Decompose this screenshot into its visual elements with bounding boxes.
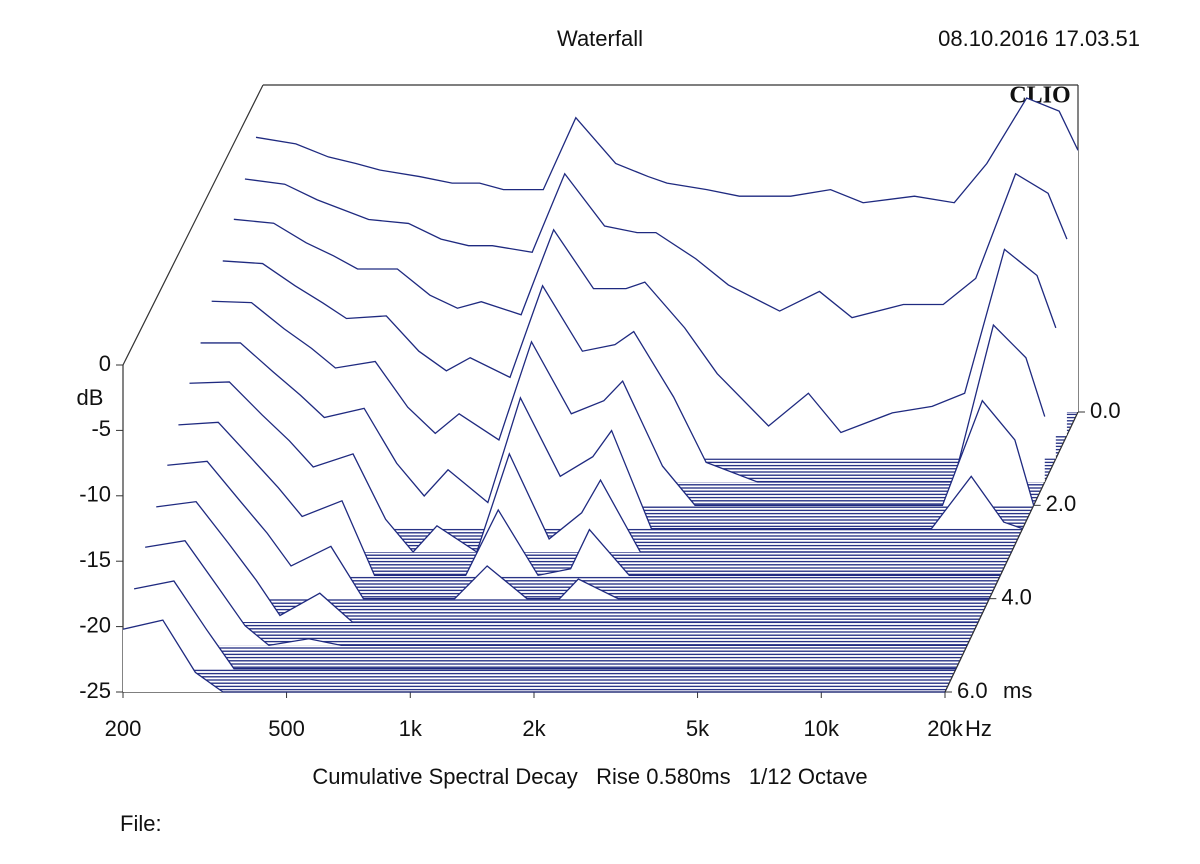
x-tick-label: 10k [804, 716, 840, 741]
frame-left-diagonal [122, 84, 264, 366]
slice-curve [222, 260, 1046, 483]
slice-curve [156, 500, 979, 623]
timestamp: 08.10.2016 17.03.51 [938, 26, 1140, 51]
x-tick-label: 500 [268, 716, 305, 741]
slice-curve [178, 421, 1001, 577]
x-tick-label: 20k [927, 716, 963, 741]
slice-curve [200, 342, 1023, 530]
slice-fill [145, 540, 968, 646]
slice-curve [244, 172, 1068, 319]
slice-curve [233, 218, 1057, 434]
z-tick-label: 0.0 [1090, 398, 1121, 423]
y-tick-label: 0 [99, 351, 111, 376]
slice-curve [211, 300, 1035, 506]
file-label: File: [120, 811, 162, 836]
x-unit: Hz [965, 716, 992, 741]
y-tick-label: -20 [79, 612, 111, 637]
y-tick-label: -25 [79, 678, 111, 703]
slice-fill [211, 301, 1034, 506]
y-tick-label: -15 [79, 547, 111, 572]
slice-curve [167, 460, 990, 600]
z-unit: ms [1003, 678, 1032, 703]
y-tick-label: -10 [79, 482, 111, 507]
y-tick-label: -5 [91, 416, 111, 441]
slice-curve [255, 97, 1079, 204]
slice-curve [145, 539, 968, 647]
slice-curve [122, 619, 945, 693]
slices [122, 97, 1079, 693]
x-tick-label: 5k [686, 716, 710, 741]
slice-fill [123, 620, 945, 692]
z-tick-label: 4.0 [1001, 584, 1032, 609]
slice-curve [133, 580, 957, 670]
slice-fill [134, 581, 957, 669]
z-tick-label: 6.0 [957, 678, 988, 703]
slice-fill [200, 342, 1023, 529]
x-tick-label: 1k [399, 716, 423, 741]
z-tick-label: 2.0 [1046, 491, 1077, 516]
chart-title: Waterfall [557, 26, 643, 51]
slice-fill [156, 501, 979, 622]
slice-curve [189, 381, 1012, 554]
x-tick-label: 2k [522, 716, 546, 741]
y-unit: dB [77, 385, 104, 410]
subtitle: Cumulative Spectral Decay Rise 0.580ms 1… [312, 764, 867, 789]
x-tick-label: 200 [105, 716, 142, 741]
